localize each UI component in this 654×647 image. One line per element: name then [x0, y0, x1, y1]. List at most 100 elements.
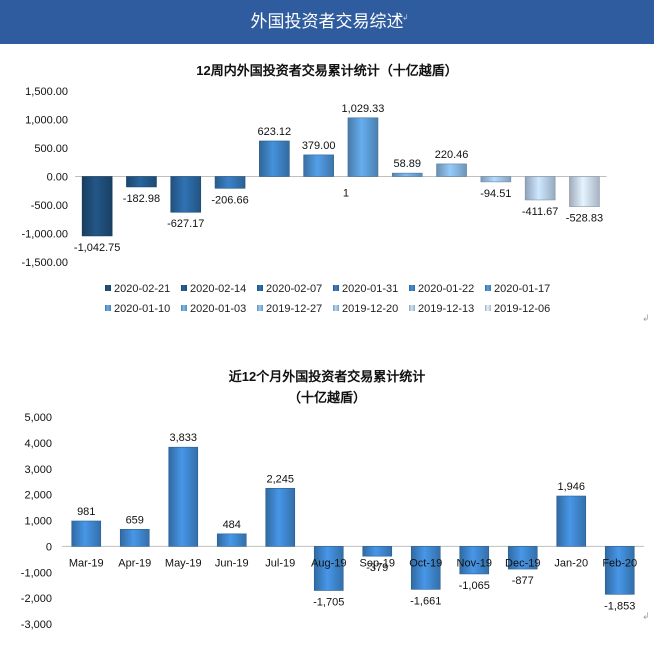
bar [265, 487, 296, 547]
bar [313, 546, 344, 591]
legend-label: 2020-02-07 [266, 283, 322, 295]
data-label: -379 [366, 562, 388, 574]
bar [214, 176, 246, 189]
bar [216, 533, 247, 547]
x-tick-label: Oct-19 [409, 557, 442, 569]
data-label: -1,705 [313, 596, 344, 608]
paragraph-mark-icon: ↲ [402, 13, 409, 22]
data-label: -182.98 [123, 193, 160, 205]
x-tick-label: Nov-19 [457, 557, 492, 569]
data-label: 484 [223, 519, 241, 531]
paragraph-mark-icon: ↲ [642, 611, 650, 621]
x-tick-label: Dec-19 [505, 557, 540, 569]
bar [391, 172, 423, 177]
data-label: 1,946 [557, 481, 585, 493]
data-label: 981 [77, 506, 95, 518]
x-tick-label: Jul-19 [265, 557, 295, 569]
legend-swatch [181, 285, 187, 291]
bar [81, 176, 113, 237]
legend-label: 2019-12-06 [494, 303, 550, 315]
chart-title: 近12个月外国投资者交易累计统计 [229, 369, 425, 384]
weekly-trading-chart: 12周内外国投资者交易累计统计（十亿越盾） 1,500.00 1,000.00 500… [22, 63, 607, 315]
data-label: 2,245 [266, 473, 294, 485]
data-label: -528.83 [566, 213, 603, 225]
bar [119, 529, 150, 547]
bar [347, 117, 379, 177]
y-tick-label: -2,000 [21, 593, 52, 605]
legend-swatch [181, 305, 187, 311]
legend-swatch [105, 285, 111, 291]
data-label: 3,833 [169, 432, 197, 444]
header-banner: 外国投资者交易综述 ↲ [0, 0, 654, 44]
x-tick-label: Jan-20 [554, 557, 588, 569]
data-label: -1,661 [410, 595, 441, 607]
bar [459, 546, 490, 575]
bar [71, 520, 102, 547]
bar [410, 546, 441, 590]
bar [436, 163, 467, 177]
data-label: -1,853 [604, 600, 635, 612]
data-label: -206.66 [211, 194, 248, 206]
x-tick-label: Mar-19 [69, 557, 104, 569]
monthly-trading-chart: 近12个月外国投资者交易累计统计 （十亿越盾） 5,000 4,000 3,000 2,0… [21, 369, 644, 631]
legend-label: 2020-02-21 [114, 283, 170, 295]
x-tick-label: Aug-19 [311, 557, 346, 569]
data-label: -94.51 [480, 188, 511, 200]
data-label: 623.12 [258, 126, 292, 138]
legend-swatch [257, 285, 263, 291]
bar [362, 546, 393, 557]
y-tick-label: 3,000 [24, 464, 52, 476]
data-label: 1 [343, 188, 349, 200]
data-label: 1,029.33 [342, 103, 385, 115]
legend-label: 2019-12-27 [266, 303, 322, 315]
x-tick-label: Sep-19 [360, 557, 395, 569]
y-tick-label: -500.00 [31, 200, 68, 212]
data-label: -411.67 [522, 206, 559, 218]
legend-label: 2020-01-31 [342, 283, 398, 295]
legend-swatch [333, 305, 339, 311]
legend-label: 2019-12-13 [418, 303, 474, 315]
paragraph-mark-icon: ↲ [642, 313, 650, 323]
chart-subtitle: （十亿越盾） [288, 390, 366, 405]
bar [303, 154, 334, 177]
bar [480, 176, 512, 183]
y-tick-label: 0 [46, 541, 52, 553]
legend-swatch [409, 305, 415, 311]
bar [259, 140, 290, 177]
legend-swatch [257, 305, 263, 311]
bar [556, 495, 587, 547]
y-tick-label: -1,000 [21, 567, 52, 579]
y-tick-label: 4,000 [24, 438, 52, 450]
y-tick-label: 1,000.00 [25, 115, 68, 127]
y-tick-label: 1,500.00 [25, 86, 68, 98]
bar [126, 176, 157, 188]
x-tick-label: Jun-19 [215, 557, 249, 569]
data-label: -627.17 [167, 218, 204, 230]
data-label: -1,042.75 [74, 242, 120, 254]
y-tick-label: 500.00 [34, 143, 68, 155]
legend-label: 2020-01-17 [494, 283, 550, 295]
data-label: 379.00 [302, 140, 336, 152]
legend-label: 2020-02-14 [190, 283, 246, 295]
legend-label: 2020-01-10 [114, 303, 170, 315]
data-label: 220.46 [435, 149, 469, 161]
data-label: -1,065 [459, 580, 490, 592]
y-tick-label: -1,000.00 [22, 229, 68, 241]
data-label: 58.89 [393, 158, 421, 170]
legend-label: 2020-01-03 [190, 303, 246, 315]
bar [507, 546, 538, 570]
bar [524, 176, 556, 201]
y-tick-label: 2,000 [24, 490, 52, 502]
x-tick-label: Feb-20 [602, 557, 637, 569]
data-label: 659 [126, 514, 144, 526]
bar [170, 176, 202, 213]
y-tick-label: -3,000 [21, 619, 52, 631]
page-title: 外国投资者交易综述 [250, 12, 404, 31]
legend-swatch [105, 305, 111, 311]
legend-swatch [409, 285, 415, 291]
legend-label: 2019-12-20 [342, 303, 398, 315]
y-tick-label: 5,000 [24, 412, 52, 424]
legend-swatch [485, 285, 491, 291]
legend-label: 2020-01-22 [418, 283, 474, 295]
chart-title: 12周内外国投资者交易累计统计（十亿越盾） [196, 63, 457, 78]
